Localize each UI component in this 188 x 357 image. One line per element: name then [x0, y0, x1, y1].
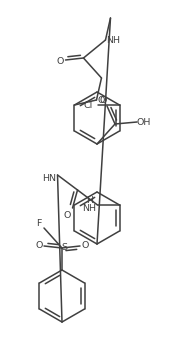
Text: O: O	[64, 211, 71, 220]
Text: O: O	[98, 96, 105, 105]
Text: O: O	[99, 96, 107, 105]
Text: F: F	[36, 218, 42, 227]
Text: NH: NH	[83, 203, 96, 212]
Text: NH: NH	[106, 35, 121, 45]
Text: O: O	[57, 56, 64, 65]
Text: HN: HN	[42, 174, 57, 182]
Text: H: H	[86, 196, 93, 205]
Text: O: O	[81, 241, 89, 251]
Text: S: S	[61, 243, 67, 252]
Text: OH: OH	[137, 117, 151, 126]
Text: Cl: Cl	[84, 101, 93, 110]
Text: O: O	[35, 241, 43, 251]
